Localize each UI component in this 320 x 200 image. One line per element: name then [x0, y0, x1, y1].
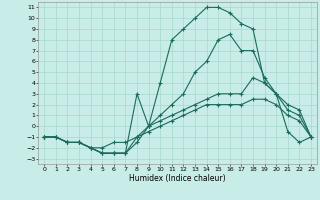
X-axis label: Humidex (Indice chaleur): Humidex (Indice chaleur)	[129, 174, 226, 183]
